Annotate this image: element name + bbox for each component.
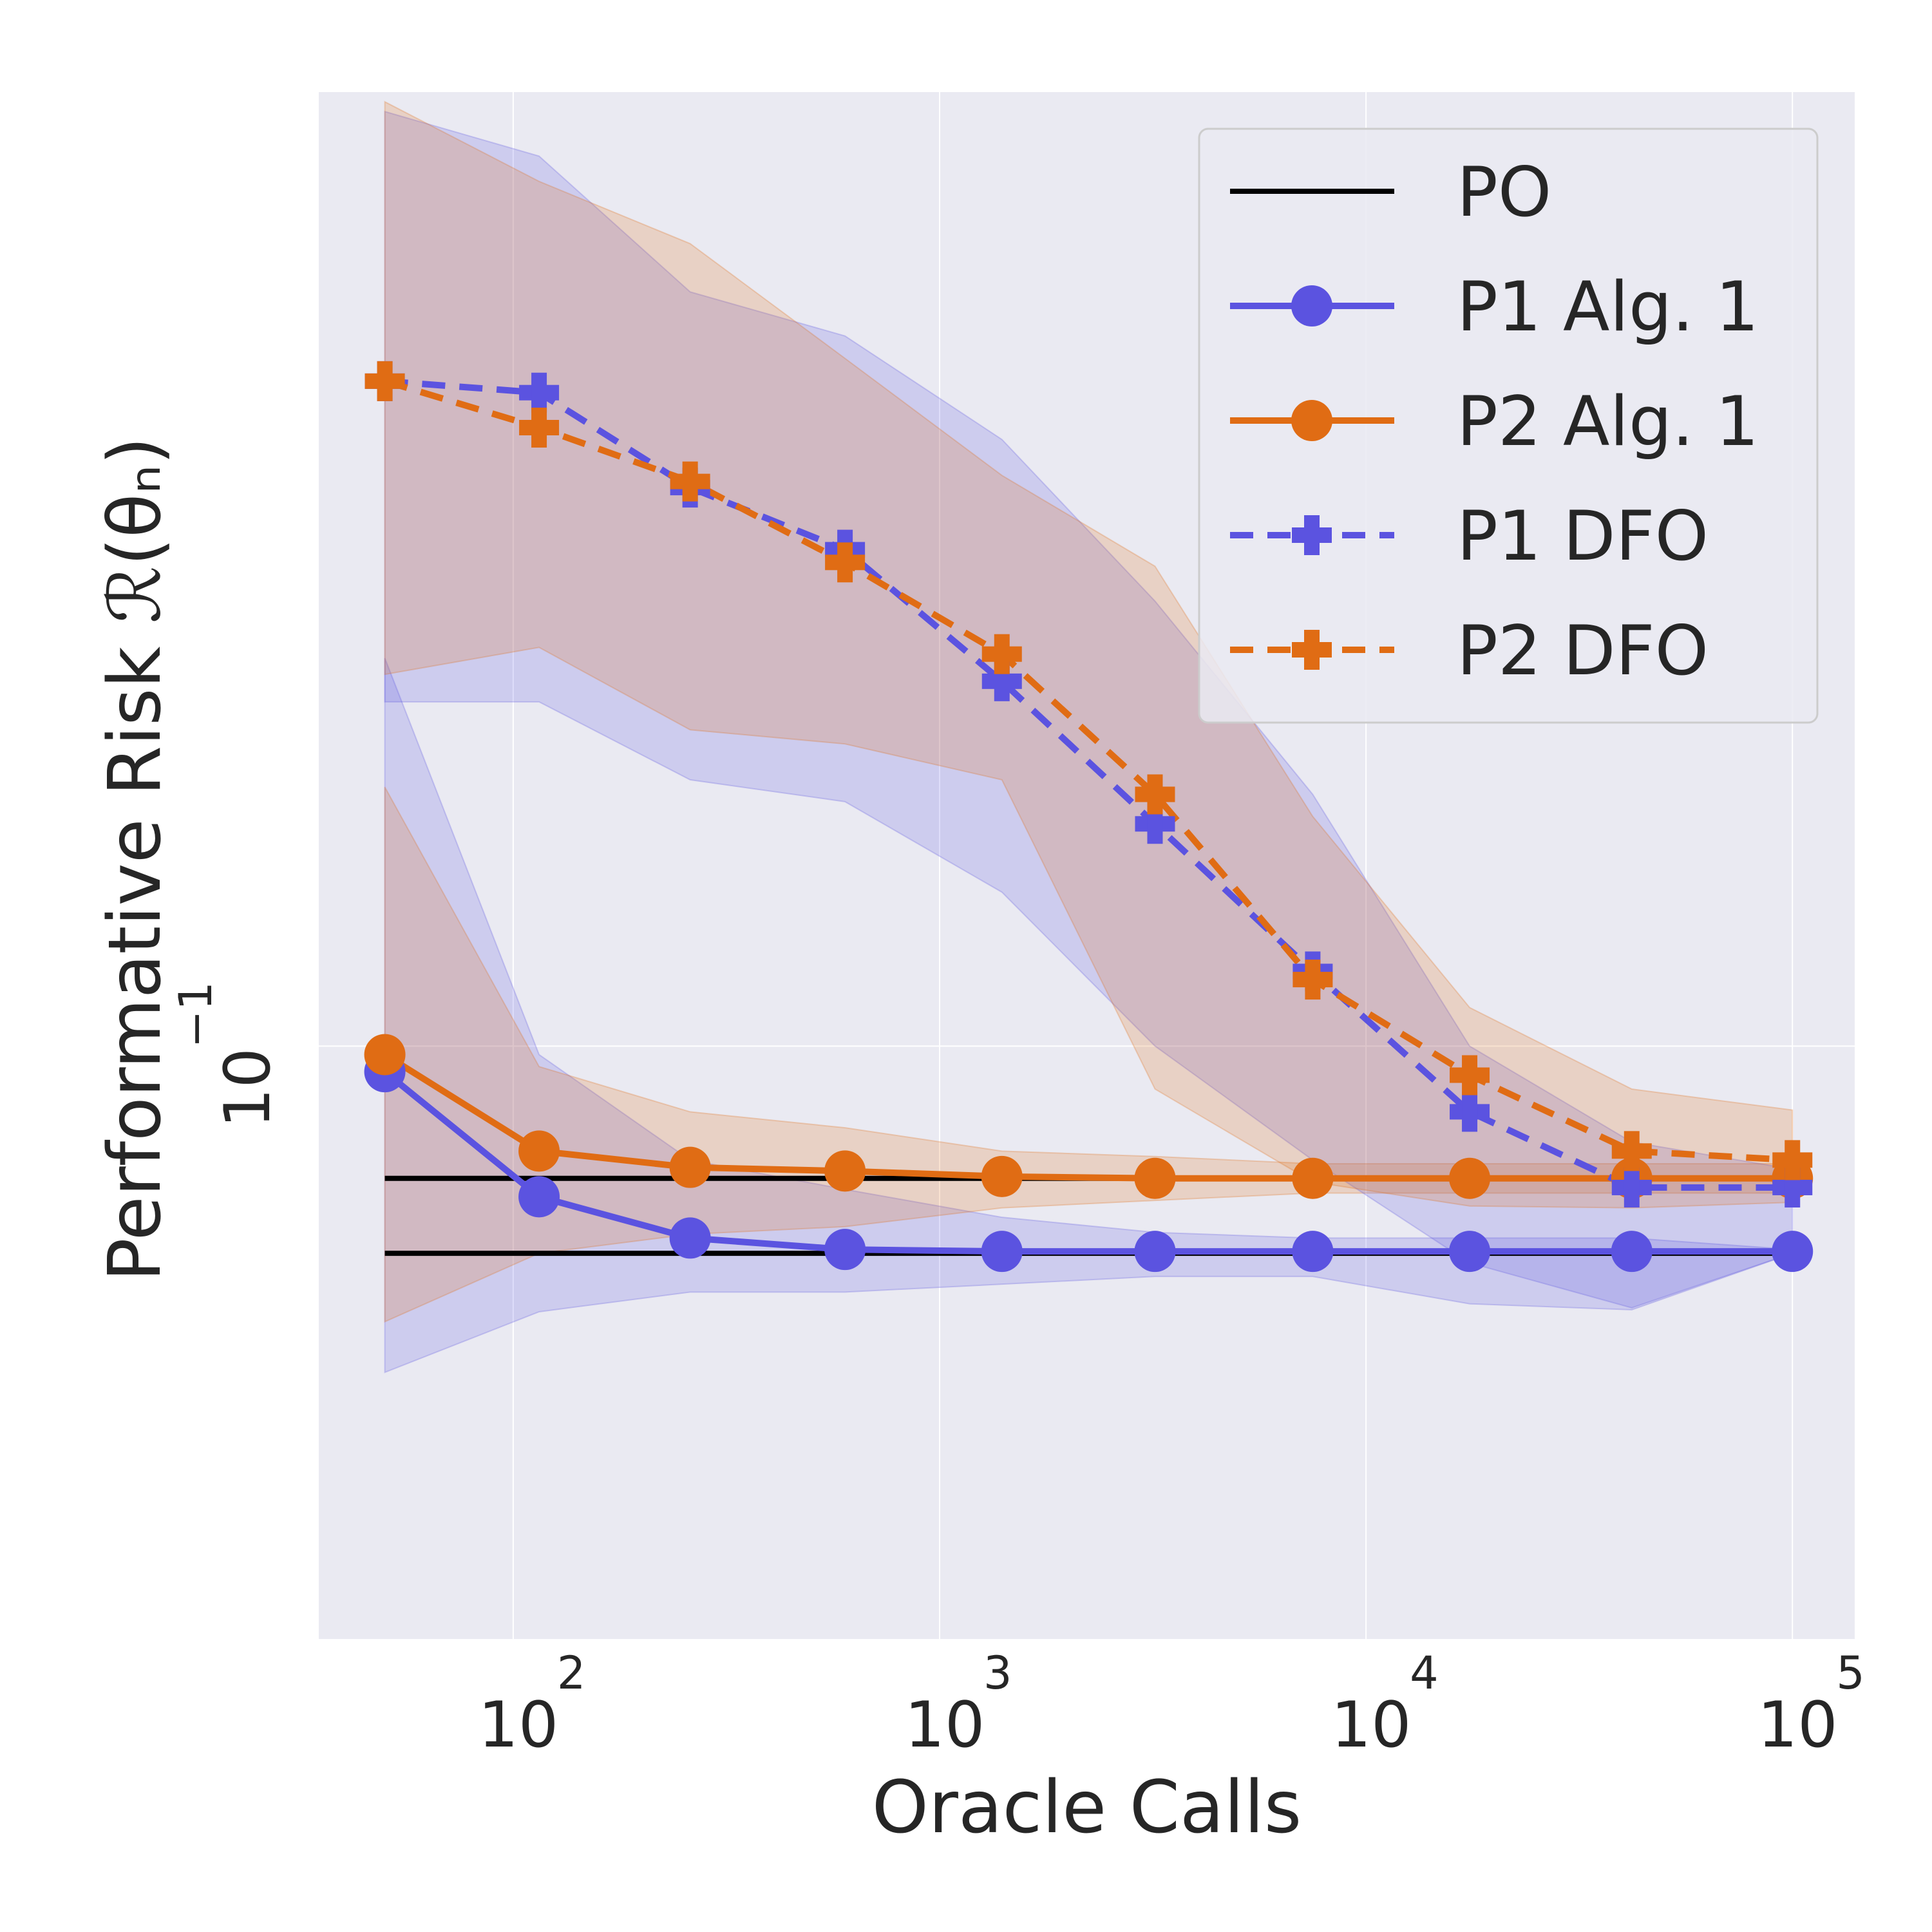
point-P1 Alg. 1 [1292, 1231, 1334, 1273]
point-P1 DFO [519, 372, 560, 413]
x-tick-exponent: 3 [983, 1647, 1012, 1700]
point-P2 Alg. 1 [1292, 1157, 1334, 1199]
line-P2 Alg. 1 [383, 1052, 1793, 1182]
point-P2 DFO [1611, 1131, 1652, 1171]
legend-swatch-marker [1304, 630, 1320, 670]
plus-bar-v [1305, 960, 1321, 1000]
plus-bar-v [1624, 1167, 1640, 1208]
plus-bar-v [377, 361, 393, 401]
plus-bar-v [1462, 1092, 1478, 1132]
x-tick-label: 102 [478, 1647, 586, 1762]
y-tick-label: 10−1 [169, 981, 285, 1128]
x-tick-base: 10 [1757, 1689, 1838, 1762]
point-P2 DFO [825, 542, 866, 583]
legend-swatch-marker [1291, 285, 1332, 327]
x-tick-base: 10 [478, 1689, 559, 1762]
y-tick-base: 10 [211, 1048, 285, 1128]
legend-box [1198, 128, 1819, 724]
plus-bar-v [531, 372, 547, 413]
point-P2 DFO [670, 461, 710, 502]
point-P2 DFO [1772, 1140, 1813, 1180]
x-tick-label: 103 [905, 1647, 1012, 1762]
legend-label: P2 Alg. 1 [1457, 382, 1759, 461]
legend-item: P2 Alg. 1 [1230, 382, 1759, 461]
legend-label: P1 Alg. 1 [1457, 267, 1759, 346]
y-axis-label: Performative Risk ℛ(θₙ) [93, 437, 177, 1282]
legend: PO P1 Alg. 1 P2 Alg. 1 P1 DFO P2 DFO [1198, 128, 1819, 724]
series-markers [364, 361, 1814, 1273]
x-tick-exponent: 2 [557, 1647, 586, 1700]
point-P2 Alg. 1 [518, 1130, 560, 1172]
point-P2 Alg. 1 [981, 1155, 1023, 1197]
point-P2 Alg. 1 [364, 1034, 406, 1075]
point-P2 Alg. 1 [1134, 1157, 1176, 1199]
legend-label: P2 DFO [1457, 611, 1709, 690]
y-tick-exponent: −1 [169, 981, 222, 1048]
point-P1 Alg. 1 [1134, 1231, 1176, 1273]
point-P2 DFO [1135, 774, 1175, 815]
line-P2 DFO [384, 378, 1793, 1164]
x-tick-base: 10 [905, 1689, 985, 1762]
x-tick-label: 105 [1757, 1647, 1865, 1762]
series-lines [383, 377, 1793, 1255]
x-tick-exponent: 4 [1410, 1647, 1439, 1700]
point-P1 Alg. 1 [824, 1229, 866, 1271]
legend-item: PO [1230, 153, 1551, 232]
x-tick-base: 10 [1331, 1689, 1412, 1762]
point-P1 Alg. 1 [518, 1176, 560, 1218]
point-P1 Alg. 1 [1449, 1231, 1491, 1273]
plus-bar-v [994, 634, 1010, 674]
plus-bar-v [1147, 774, 1163, 815]
plus-bar-v [682, 461, 698, 502]
point-P2 DFO [1293, 960, 1333, 1000]
y-tick-labels: 10−1 [169, 981, 285, 1128]
point-P1 Alg. 1 [1611, 1231, 1653, 1273]
point-P1 Alg. 1 [669, 1217, 711, 1259]
line-P1 Alg. 1 [383, 1069, 1793, 1255]
legend-label: PO [1457, 153, 1551, 232]
x-axis-label: Oracle Calls [872, 1766, 1302, 1850]
point-P2 Alg. 1 [669, 1146, 711, 1188]
point-P1 Alg. 1 [981, 1231, 1023, 1273]
legend-swatch-marker [1291, 400, 1332, 441]
legend-item: P1 DFO [1230, 497, 1709, 576]
legend-item: P2 DFO [1230, 611, 1709, 690]
point-P1 DFO [1611, 1167, 1652, 1208]
legend-swatch-marker [1304, 515, 1320, 555]
point-P2 DFO [1450, 1055, 1490, 1095]
x-tick-label: 104 [1331, 1647, 1439, 1762]
point-P2 DFO [519, 408, 560, 448]
plus-bar-v [1785, 1140, 1801, 1180]
point-P2 DFO [981, 634, 1022, 674]
point-P1 Alg. 1 [1772, 1231, 1814, 1273]
plus-bar-v [837, 542, 853, 583]
point-P2 Alg. 1 [824, 1150, 866, 1192]
line-P1 DFO [384, 377, 1793, 1191]
plus-bar-v [1624, 1131, 1640, 1171]
plus-bar-v [531, 408, 547, 448]
x-tick-exponent: 5 [1836, 1647, 1865, 1700]
plus-bar-v [1462, 1055, 1478, 1095]
legend-label: P1 DFO [1457, 497, 1709, 576]
legend-item: P1 Alg. 1 [1230, 267, 1759, 346]
point-P2 DFO [365, 361, 405, 401]
point-P2 Alg. 1 [1449, 1157, 1491, 1199]
point-P1 DFO [1450, 1092, 1490, 1132]
